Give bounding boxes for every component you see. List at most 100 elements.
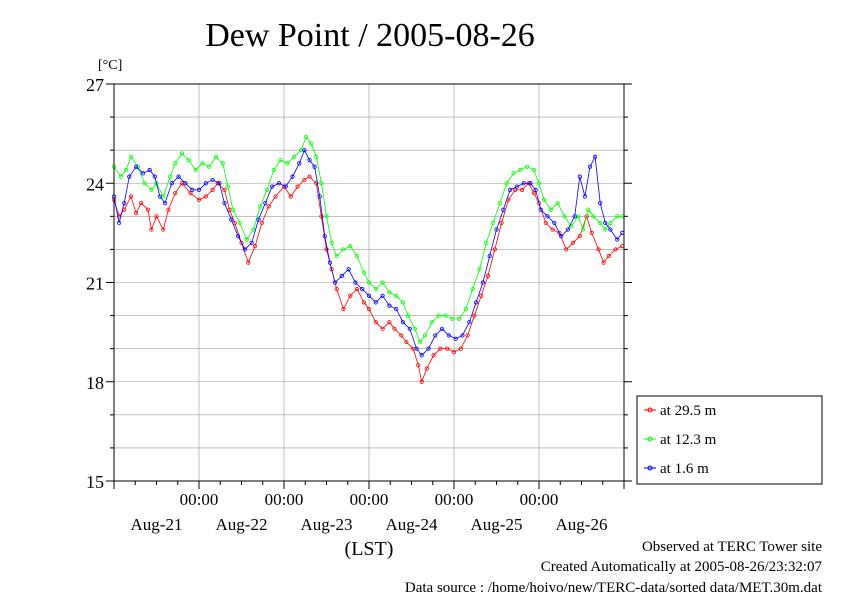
data-point — [213, 154, 219, 159]
data-point — [484, 240, 489, 245]
data-point — [467, 320, 472, 325]
data-point — [207, 164, 212, 169]
data-point — [564, 247, 569, 252]
data-point — [278, 157, 283, 163]
data-point — [477, 267, 482, 272]
data-point — [303, 134, 309, 140]
data-point — [361, 300, 366, 305]
data-point — [558, 234, 564, 239]
data-point — [360, 287, 365, 292]
data-point — [149, 187, 154, 192]
data-point — [339, 273, 344, 278]
data-point — [412, 326, 417, 331]
data-point — [168, 174, 173, 179]
data-point — [433, 333, 438, 338]
data-point — [416, 363, 421, 368]
data-point — [439, 326, 445, 331]
data-point — [123, 167, 129, 173]
legend-label: at 29.5 m — [660, 403, 717, 419]
data-point — [531, 191, 537, 196]
data-point — [263, 201, 268, 206]
data-point — [290, 174, 295, 179]
data-point — [169, 181, 174, 186]
data-point — [394, 306, 399, 312]
data-point — [548, 207, 554, 212]
data-point — [366, 293, 372, 298]
data-point — [490, 220, 496, 226]
data-point — [429, 320, 434, 325]
data-point — [196, 197, 202, 202]
data-point — [620, 230, 625, 235]
data-point — [499, 220, 504, 226]
footer-observed: Observed at TERC Tower site — [642, 539, 822, 555]
data-point — [188, 191, 193, 196]
data-point — [404, 339, 409, 345]
data-point — [276, 181, 281, 186]
data-point — [210, 187, 215, 192]
data-point — [487, 253, 492, 259]
data-point — [193, 167, 198, 173]
data-point — [536, 181, 542, 186]
data-point — [472, 313, 477, 318]
y-tick-label: 24 — [86, 174, 104, 194]
data-point — [117, 220, 122, 226]
data-point — [314, 181, 319, 186]
data-point — [436, 313, 441, 318]
data-point — [419, 353, 424, 358]
data-point — [608, 227, 613, 232]
series-1 — [111, 174, 625, 384]
data-point — [341, 306, 346, 312]
data-point — [443, 313, 448, 318]
x-axis-label: (LST) — [345, 538, 394, 560]
data-point — [140, 171, 145, 176]
series-layer — [111, 134, 625, 384]
data-point — [399, 333, 404, 338]
data-point — [587, 164, 593, 169]
series-line — [113, 136, 623, 343]
data-point — [334, 287, 339, 292]
data-point — [134, 164, 139, 169]
legend-label: at 12.3 m — [660, 432, 717, 448]
data-point — [309, 141, 314, 146]
data-point — [322, 234, 327, 239]
legend-marker — [647, 407, 653, 413]
data-point — [460, 333, 465, 338]
data-point — [239, 240, 244, 245]
data-point — [266, 204, 271, 209]
data-point — [608, 220, 613, 226]
data-point — [606, 253, 611, 259]
data-point — [139, 201, 144, 206]
data-point — [504, 181, 509, 186]
data-point — [348, 293, 353, 298]
data-point — [533, 187, 538, 192]
data-point — [387, 303, 392, 308]
data-point — [203, 181, 208, 186]
data-point — [186, 157, 191, 163]
data-point — [507, 187, 513, 192]
data-point — [236, 234, 241, 239]
data-point — [259, 220, 264, 226]
data-point — [145, 207, 151, 212]
series-2 — [111, 134, 625, 345]
data-point — [183, 181, 188, 186]
data-point — [354, 287, 360, 292]
data-point — [373, 320, 378, 325]
y-tick-label: 15 — [86, 472, 104, 492]
data-point — [445, 346, 450, 351]
data-point — [480, 280, 485, 285]
data-point — [329, 240, 334, 245]
data-point — [258, 204, 263, 209]
data-point — [380, 326, 385, 331]
data-point — [319, 214, 324, 219]
data-point — [584, 214, 589, 219]
data-point — [217, 181, 222, 186]
data-point — [366, 280, 372, 285]
data-point — [615, 237, 620, 242]
data-point — [465, 333, 470, 338]
data-point — [380, 293, 385, 298]
data-point — [324, 247, 329, 252]
data-point — [603, 227, 608, 232]
data-point — [451, 349, 457, 355]
data-point — [603, 220, 608, 226]
data-point — [414, 346, 419, 351]
